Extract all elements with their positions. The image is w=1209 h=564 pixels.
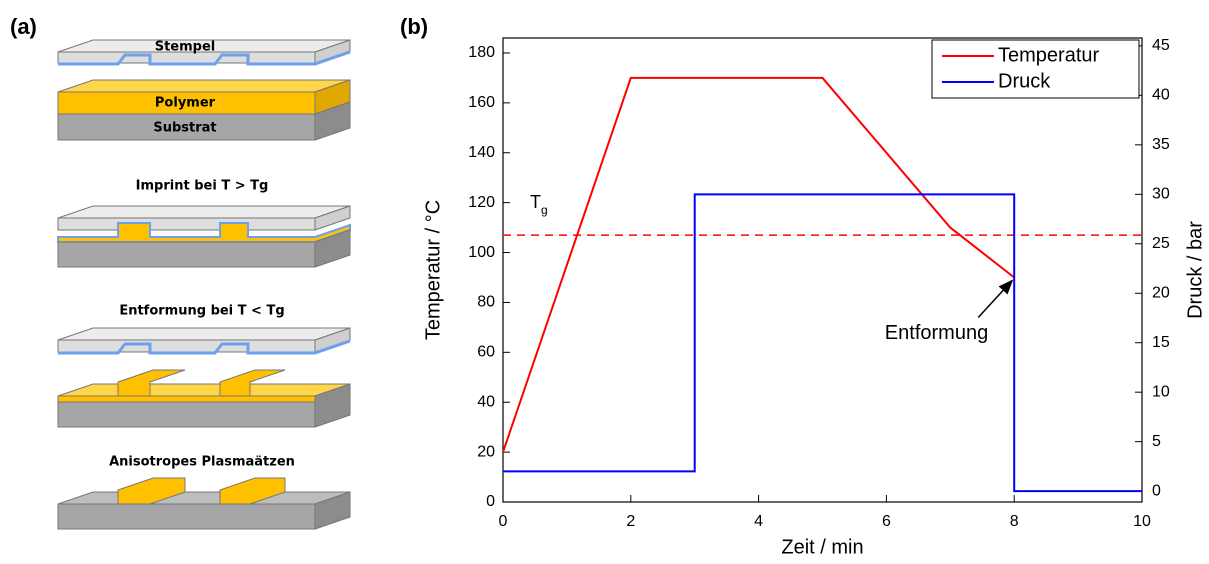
y-tick-label: 20 [477,443,495,460]
x-tick-label: 4 [754,513,763,530]
x-tick-label: 0 [499,513,508,530]
stamp-front [57,339,316,353]
y2-tick-label: 45 [1152,37,1170,54]
y2-tick-label: 10 [1152,383,1170,400]
substrate-side [314,383,351,428]
stamp-front [57,217,316,231]
x-tick-label: 6 [882,513,891,530]
plot-frame [502,37,1143,503]
substrate-front [57,401,316,428]
stamp-edge [58,50,351,66]
stage-title: Entformung bei T < Tg [119,304,284,319]
y-tick-label: 0 [486,493,495,510]
y-tick-label: 140 [468,144,495,161]
series-line [502,76,1015,453]
substrate-side [314,491,351,530]
stamp-top [57,205,351,219]
panel-b: (b)0 2 4 6 8 10020406080100120140160180051015… [400,14,1206,558]
y2-tick-label: 35 [1152,136,1170,153]
y-tick-label: 160 [468,94,495,111]
y2-tick-label: 5 [1152,433,1161,450]
annotation: Entformung [885,322,988,344]
substrate-front [57,503,316,530]
legend-label: Druck [998,70,1051,92]
stamp-top [57,327,351,341]
y2-axis-label: Druck / bar [1184,221,1206,319]
y-tick-label: 40 [477,393,495,410]
series-line [503,193,1142,493]
y2-tick-label: 0 [1152,482,1161,499]
polymer-front [57,395,316,403]
stamp-side [314,205,351,231]
substrate-label: Substrat [153,121,216,136]
stamp-side [314,327,351,353]
stamp-side [314,39,351,64]
y-tick-label: 80 [477,294,495,311]
substrate-side [314,101,351,141]
y2-tick-label: 20 [1152,284,1170,301]
substrate-side [314,229,351,268]
panel-label: (b) [400,14,428,39]
stamp-edge [58,339,351,355]
panel-label: (a) [10,14,37,39]
y2-tick-label: 30 [1152,186,1170,203]
annotation-arrow [977,279,1014,318]
y2-tick-label: 25 [1152,235,1170,252]
polymer-top [57,383,351,397]
polymer-label: Polymer [155,96,216,111]
polymer-top [57,79,351,93]
y-tick-label: 180 [468,44,495,61]
substrate-top [57,491,351,505]
legend-label: Temperatur [998,44,1099,66]
stage-title: Anisotropes Plasmaätzen [109,455,295,470]
y-tick-label: 120 [468,194,495,211]
reference-label: Tg [530,192,548,217]
x-axis-label: Zeit / min [781,536,863,558]
stamp-label: Stempel [155,40,216,55]
y-tick-label: 60 [477,344,495,361]
reference-label-sub: g [541,203,548,217]
y2-tick-label: 15 [1152,334,1170,351]
y2-tick-label: 40 [1152,87,1170,104]
y-axis-label: Temperatur / °C [422,200,444,340]
substrate-front [57,113,316,141]
panel-a: (a) Stempel Polymer Substrat Imprint bei… [10,14,351,530]
legend-box [931,39,1140,99]
substrate-front [57,241,316,268]
x-tick-label: 10 [1133,513,1151,530]
x-tick-label: 8 [1010,513,1019,530]
reference-label-main: T [530,192,541,212]
stage-title: Imprint bei T > Tg [136,179,269,194]
y-tick-label: 100 [468,244,495,261]
x-tick-label: 2 [626,513,635,530]
